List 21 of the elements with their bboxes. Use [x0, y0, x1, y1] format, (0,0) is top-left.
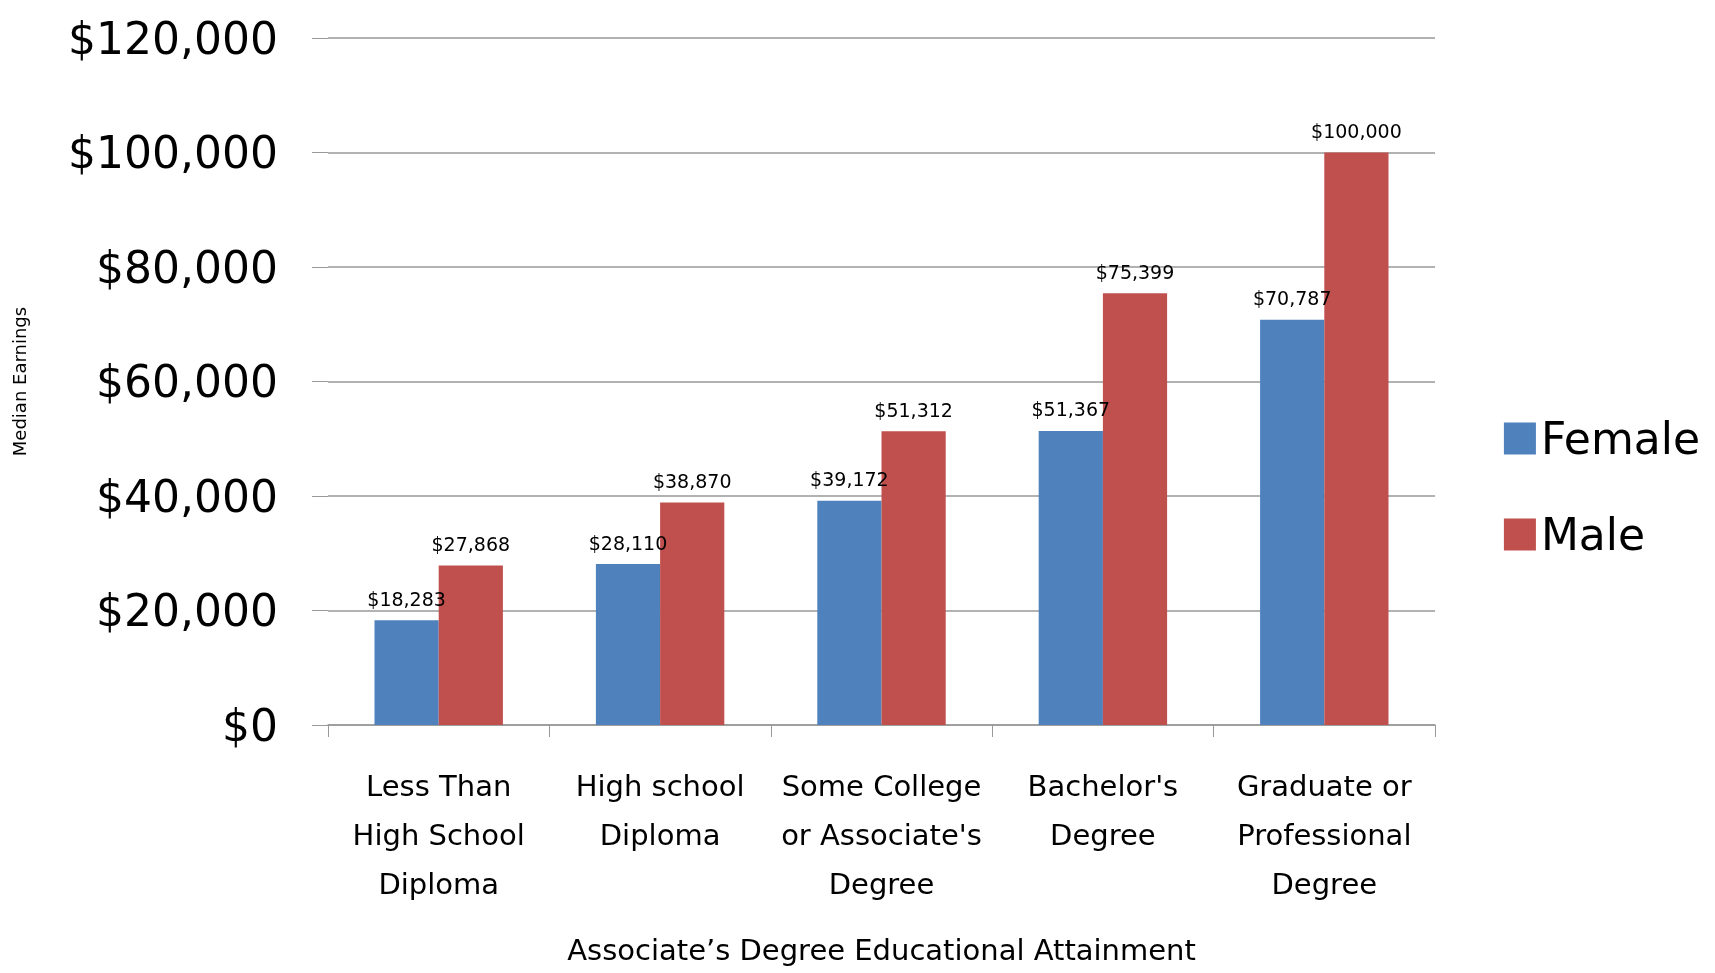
- y-tick-label: $20,000: [96, 585, 278, 636]
- y-tick-label: $100,000: [68, 127, 278, 178]
- x-tick-label: High school Diploma: [575, 768, 745, 852]
- y-tick-label: $80,000: [96, 241, 278, 293]
- y-axis-title: Median Earnings: [8, 306, 30, 457]
- x-tick-label: Bachelor's Degree: [1027, 768, 1179, 852]
- y-tick-label: $120,000: [68, 12, 278, 64]
- x-tick-label: Graduate or Professional Degree: [1236, 768, 1412, 901]
- legend-label: Female: [1540, 413, 1700, 464]
- x-tick-label: Some College or Associate's Degree: [781, 768, 982, 901]
- data-label: $38,870: [652, 469, 732, 492]
- data-label: $51,312: [874, 398, 953, 421]
- y-tick-label: $40,000: [96, 470, 278, 522]
- legend-label: Male: [1540, 509, 1646, 560]
- data-label: $27,868: [431, 532, 511, 555]
- data-label: $75,399: [1095, 260, 1175, 283]
- x-tick-label: Less Than High School Diploma: [352, 768, 525, 901]
- data-label: $100,000: [1311, 120, 1402, 142]
- x-axis-title: Associate’s Degree Educational Attainment: [567, 932, 1196, 967]
- y-tick-label: $60,000: [96, 356, 278, 407]
- y-tick-label: $0: [222, 699, 278, 751]
